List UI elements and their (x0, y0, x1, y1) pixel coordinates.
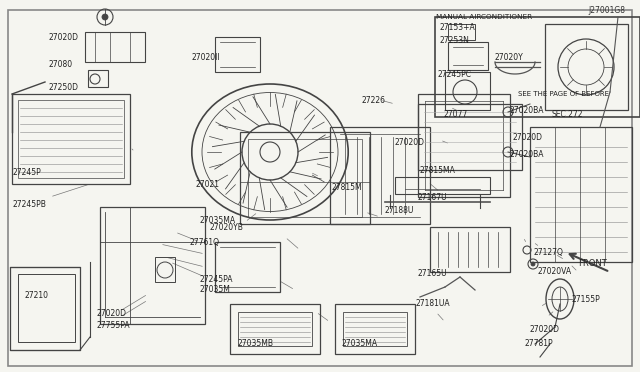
Bar (343, 312, 407, 346)
Text: 27080: 27080 (48, 60, 72, 68)
Bar (88, 70, 108, 87)
Circle shape (102, 14, 108, 20)
Bar (230, 304, 320, 354)
Text: 27035M: 27035M (200, 285, 231, 295)
Text: 27245PA: 27245PA (200, 276, 234, 285)
Text: 27020D: 27020D (530, 326, 560, 334)
Text: 27815M: 27815M (332, 183, 363, 192)
Text: 27181UA: 27181UA (416, 299, 451, 308)
Text: 27253N: 27253N (440, 35, 470, 45)
Text: 27035MB: 27035MB (238, 340, 274, 349)
Text: 27127Q: 27127Q (534, 247, 564, 257)
Text: 27020D: 27020D (513, 132, 543, 141)
Bar (248, 139, 362, 217)
Text: 27035MA: 27035MA (200, 215, 236, 224)
Bar (240, 132, 370, 224)
Bar (215, 242, 280, 292)
Text: 27035MA: 27035MA (342, 340, 378, 349)
Text: 27226: 27226 (362, 96, 386, 105)
Text: 27755PA: 27755PA (96, 321, 130, 330)
Text: 27815MA: 27815MA (420, 166, 456, 174)
Text: 27020D: 27020D (48, 32, 78, 42)
Text: 27021: 27021 (196, 180, 220, 189)
Text: 27077: 27077 (444, 109, 468, 119)
Text: FRONT: FRONT (578, 260, 607, 269)
Text: 27155P: 27155P (572, 295, 601, 305)
Text: J27001G8: J27001G8 (588, 6, 625, 15)
Bar (545, 24, 628, 110)
Text: 27167U: 27167U (418, 192, 447, 202)
Bar (395, 177, 490, 194)
Bar (530, 127, 632, 262)
Bar (12, 94, 130, 184)
Bar (448, 24, 475, 40)
Text: 27020BA: 27020BA (510, 106, 545, 115)
Text: 27020D: 27020D (395, 138, 425, 147)
Text: 27781P: 27781P (525, 340, 554, 349)
Bar (100, 207, 205, 324)
Circle shape (531, 262, 535, 266)
Text: 27165U: 27165U (418, 269, 447, 279)
Text: 27020BA: 27020BA (510, 150, 545, 158)
Bar (215, 37, 260, 72)
Bar (155, 257, 175, 282)
Text: MANUAL AIRCONDITIONER: MANUAL AIRCONDITIONER (436, 14, 532, 20)
Text: SEE THE PAGE OF BEFORE: SEE THE PAGE OF BEFORE (518, 91, 609, 97)
Bar (448, 42, 488, 70)
Bar (418, 94, 510, 197)
Text: 27020Y: 27020Y (495, 52, 524, 61)
Bar (418, 104, 522, 170)
Text: 27020VA: 27020VA (538, 267, 572, 276)
Bar (445, 72, 490, 110)
Text: 27153+A: 27153+A (440, 22, 476, 32)
Bar (18, 274, 75, 342)
Text: 27761Q: 27761Q (190, 237, 220, 247)
Bar (18, 100, 124, 178)
Text: 27188U: 27188U (385, 205, 414, 215)
Bar (85, 32, 145, 62)
Bar (430, 227, 510, 272)
Text: 27245PC: 27245PC (438, 70, 472, 78)
Text: 27020D: 27020D (96, 310, 126, 318)
Bar (335, 304, 415, 354)
Text: 27245P: 27245P (12, 167, 41, 176)
Bar (330, 127, 430, 224)
Text: 27020YB: 27020YB (210, 222, 244, 231)
Text: 27245PB: 27245PB (12, 199, 46, 208)
Text: 27020II: 27020II (192, 52, 221, 61)
Bar (435, 17, 640, 117)
Text: 27250D: 27250D (48, 83, 78, 92)
Bar (238, 312, 312, 346)
Text: SEC.272: SEC.272 (552, 109, 584, 119)
Text: 27210: 27210 (24, 291, 48, 299)
